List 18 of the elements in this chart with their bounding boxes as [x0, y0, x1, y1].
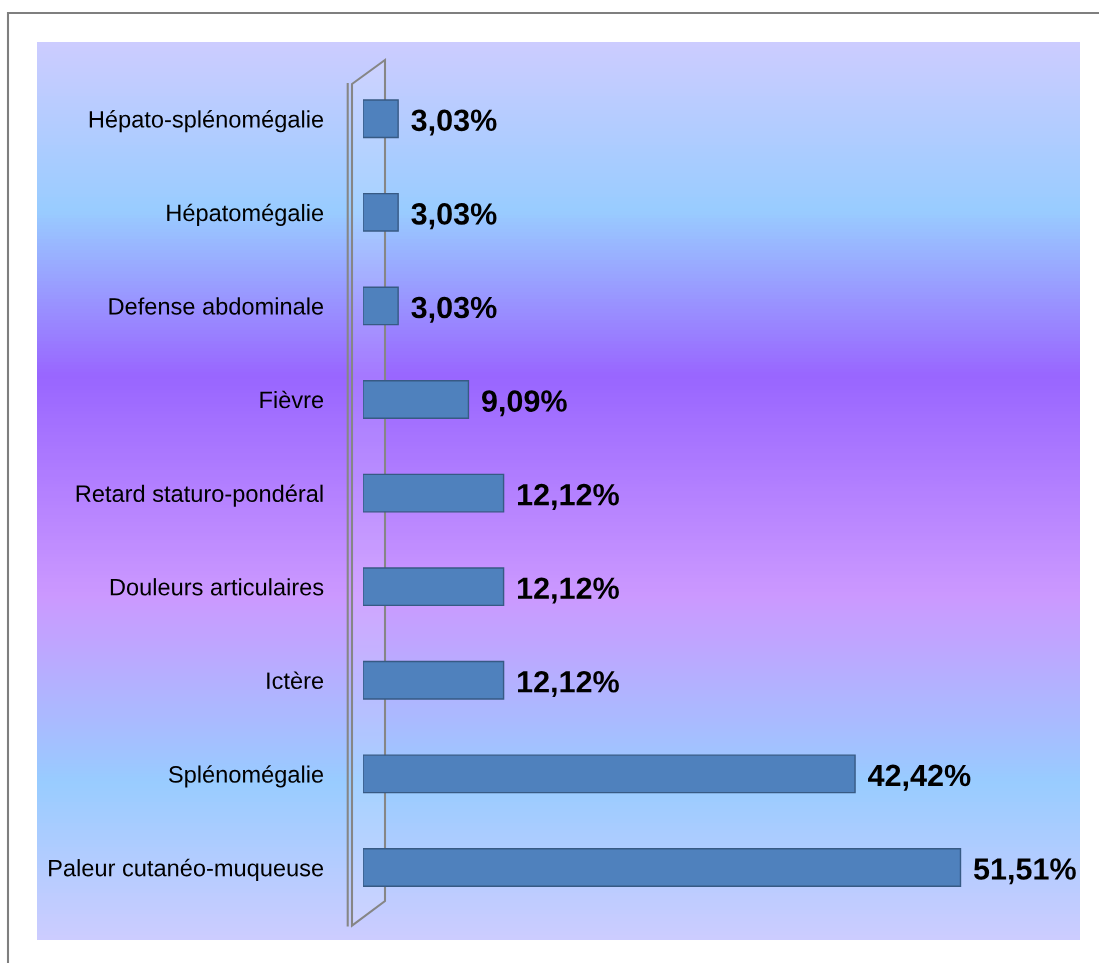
data-label: 12,12% — [518, 671, 619, 698]
y-tick-label: Hépatomégalie — [167, 203, 324, 226]
data-label: 12,12% — [518, 577, 619, 604]
data-label: 3,03% — [411, 296, 497, 323]
y-tick-label: Paleur cutanéo-muqueuse — [49, 858, 324, 882]
y-tick-label: Splénomégalie — [168, 765, 324, 788]
y-tick-label: Retard staturo-pondéral — [76, 484, 323, 507]
data-label: 9,09% — [482, 390, 567, 417]
y-tick-label: Hépato-splénomégalie — [89, 110, 324, 133]
data-label: 42,42% — [868, 764, 971, 791]
y-tick-label: Douleurs articulaires — [110, 578, 324, 596]
y-tick-label: Ictère — [267, 671, 324, 690]
data-label: 3,03% — [411, 203, 497, 230]
data-label: 3,03% — [411, 109, 497, 136]
y-tick-label: Fièvre — [260, 390, 324, 409]
y-tick-label: Defense abdominale — [109, 297, 324, 315]
data-label: 51,51% — [973, 858, 1076, 885]
data-label: 12,12% — [518, 483, 619, 510]
